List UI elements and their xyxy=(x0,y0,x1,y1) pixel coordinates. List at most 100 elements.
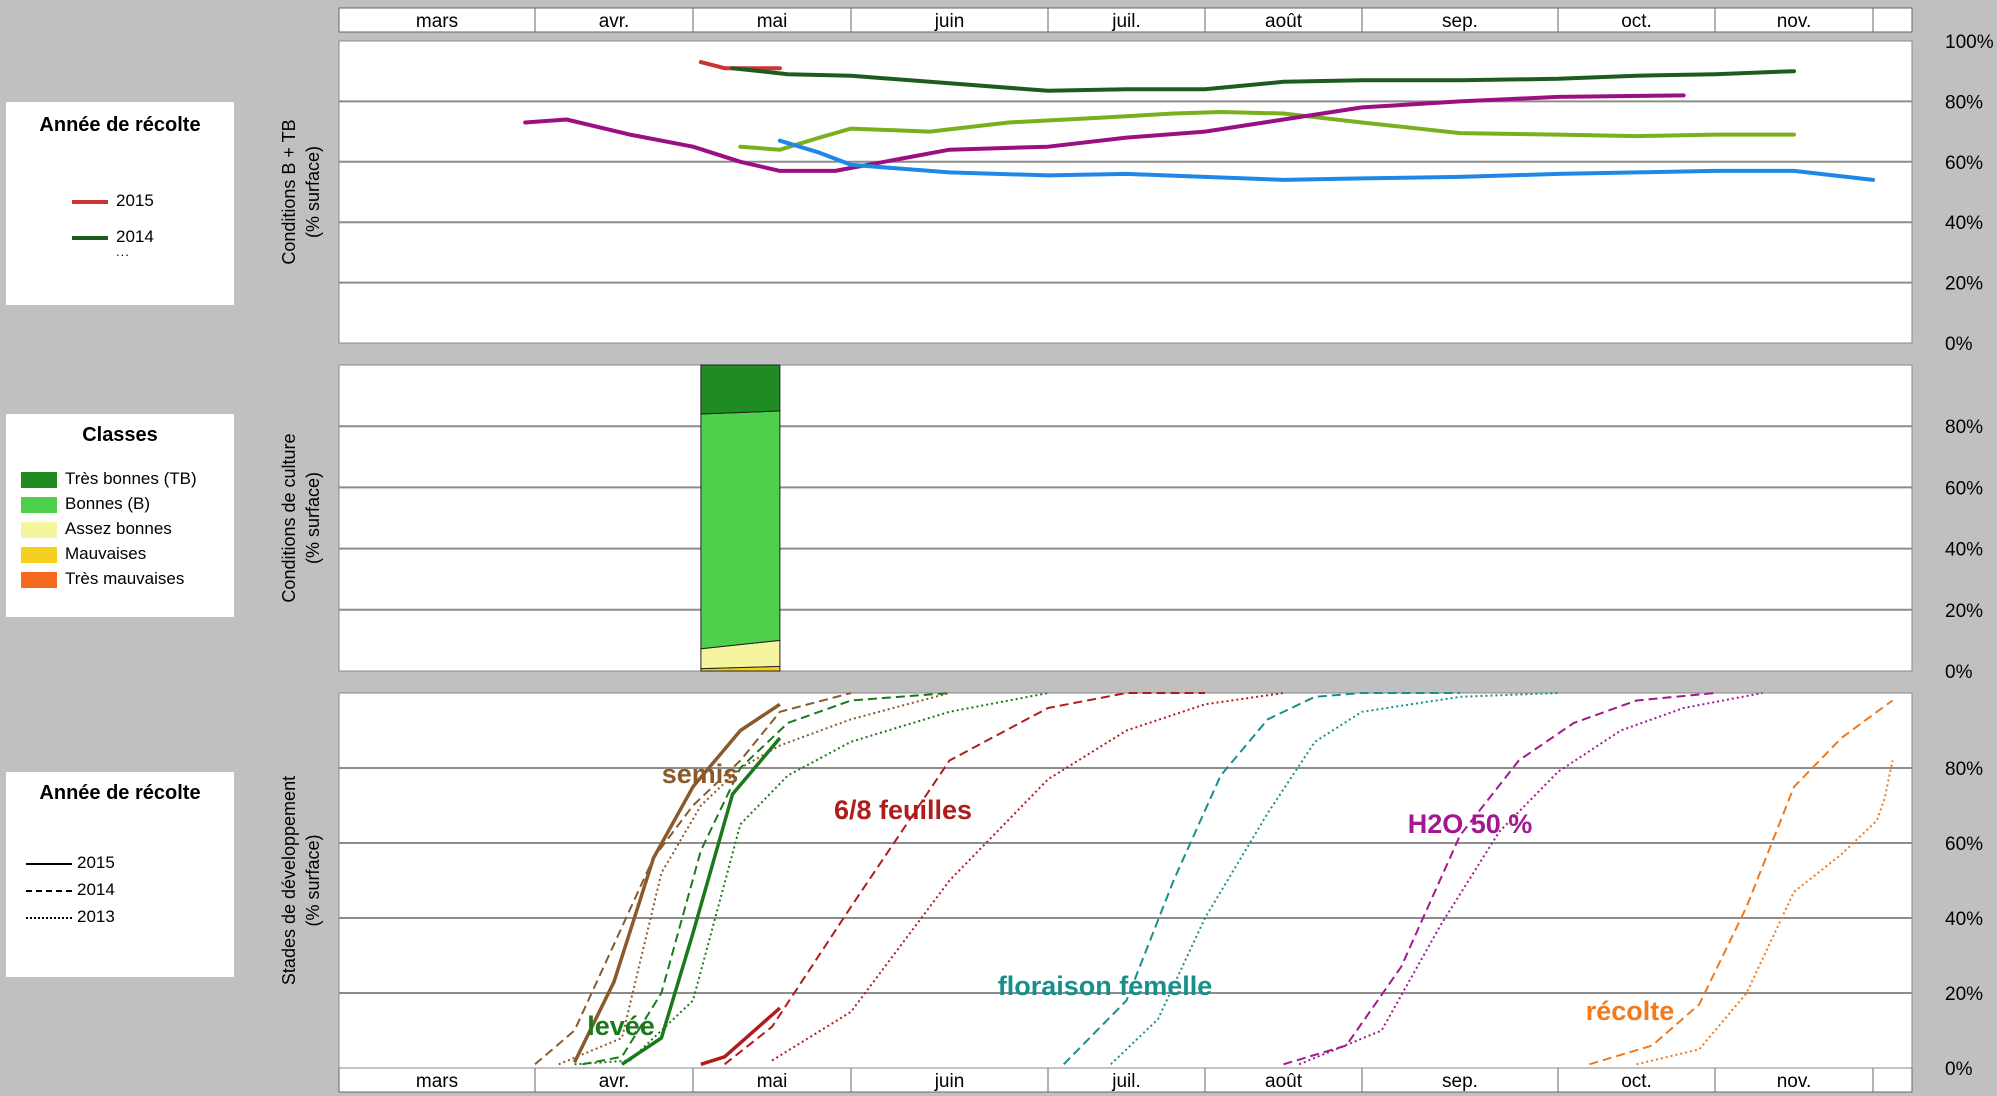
y-axis-label: Conditions de culture xyxy=(279,433,299,602)
month-footer: mars avr. mai juin juil. août sep. oct. nov. xyxy=(338,1067,1913,1093)
month-header: mars avr. mai juin juil. août sep. oct. nov. xyxy=(338,7,1913,33)
y-tick-label: 20% xyxy=(1945,274,1983,295)
legend-label-bonnes: Bonnes (B) xyxy=(65,494,151,513)
y-tick-label: 0% xyxy=(1945,1059,1973,1080)
legend-label-2014: 2014 xyxy=(77,880,115,899)
legend-label-mauvaises: Mauvaises xyxy=(65,544,147,563)
stage-line-10 xyxy=(1110,692,1559,1066)
month-label-8: nov. xyxy=(1777,1071,1812,1092)
legend-label-assez-bonnes: Assez bonnes xyxy=(65,519,172,538)
legend-label-2015: 2015 xyxy=(116,191,154,210)
y-tick-label: 60% xyxy=(1945,834,1983,855)
y-tick-label: 0% xyxy=(1945,334,1973,355)
y-tick-label: 40% xyxy=(1945,540,1983,561)
series-line-2 xyxy=(738,110,1796,152)
legend-label-tres-mauvaises: Très mauvaises xyxy=(65,569,185,588)
y-tick-label: 80% xyxy=(1945,417,1983,438)
month-label-2: mai xyxy=(757,1071,788,1092)
legend-year-top: Année de récolte 2015 2014 ... xyxy=(6,102,234,305)
stage-annotation-2: 6/8 feuilles xyxy=(834,795,972,825)
y-axis-label: (% surface) xyxy=(303,834,323,926)
series-line-1 xyxy=(730,66,1796,93)
plot-area xyxy=(338,40,1913,344)
legend-label-2014: 2014 xyxy=(116,227,154,246)
y-tick-label: 40% xyxy=(1945,909,1983,930)
month-label-0: mars xyxy=(416,11,458,32)
stage-line-6 xyxy=(700,1006,782,1066)
y-tick-label: 60% xyxy=(1945,478,1983,499)
y-axis-label: Conditions B + TB xyxy=(279,119,299,264)
plot-area xyxy=(338,692,1913,1069)
legend-ellipsis: ... xyxy=(116,244,130,259)
legend-label-2013: 2013 xyxy=(77,907,115,926)
stage-annotation-0: semis xyxy=(662,759,739,789)
y-tick-label: 80% xyxy=(1945,759,1983,780)
y-axis-label: Stades de développement xyxy=(279,776,299,985)
stage-line-9 xyxy=(1062,692,1460,1066)
panel-1: 0% 20% 40% 60% 80% 100% Conditions B + TB (% su… xyxy=(279,32,1994,355)
y-tick-label: 40% xyxy=(1945,213,1983,234)
month-label-7: oct. xyxy=(1621,11,1652,32)
series-line-4 xyxy=(777,138,1875,182)
legend-label-tres-bonnes: Très bonnes (TB) xyxy=(65,469,197,488)
stage-line-2 xyxy=(558,692,950,1066)
month-label-8: nov. xyxy=(1777,11,1812,32)
month-label-4: juil. xyxy=(1111,11,1141,32)
stage-line-5 xyxy=(574,692,1049,1066)
legend-swatch-2014 xyxy=(72,236,108,240)
panel-3: 0% 20% 40% 60% 80% Stades de développement (% … xyxy=(279,692,1983,1080)
y-tick-label: 20% xyxy=(1945,984,1983,1005)
legend-label-2015: 2015 xyxy=(77,853,115,872)
month-label-1: avr. xyxy=(599,1071,630,1092)
month-label-3: juin xyxy=(934,1071,965,1092)
stage-line-7 xyxy=(723,692,1205,1066)
stage-line-11 xyxy=(1283,692,1716,1066)
y-tick-label: 20% xyxy=(1945,601,1983,622)
panel-2: 0% 20% 40% 60% 80% Conditions de culture (% su… xyxy=(279,364,1983,683)
month-label-5: août xyxy=(1265,11,1303,32)
stage-annotation-1: levée xyxy=(587,1011,655,1041)
legend-title: Année de récolte xyxy=(39,782,201,804)
stage-line-3 xyxy=(620,736,782,1066)
series-line-3 xyxy=(523,93,1686,173)
legend-line-2013 xyxy=(26,917,72,919)
month-label-4: juil. xyxy=(1111,1071,1141,1092)
stage-line-0 xyxy=(572,702,781,1064)
stage-line-1 xyxy=(534,692,852,1066)
stage-line-13 xyxy=(1589,699,1894,1066)
month-footer-bg xyxy=(338,1067,1913,1093)
month-label-5: août xyxy=(1265,1071,1303,1092)
series-line-0 xyxy=(698,60,782,71)
y-tick-label: 80% xyxy=(1945,92,1983,113)
stage-annotation-3: floraison femelle xyxy=(998,971,1213,1001)
stage-annotation-4: H2O 50 % xyxy=(1408,809,1533,839)
legend-classes: Classes Très bonnes (TB) Bonnes (B) Asse… xyxy=(6,414,234,617)
legend-swatch-tres-mauvaises xyxy=(21,572,57,588)
stage-line-4 xyxy=(582,692,950,1066)
stage-line-14 xyxy=(1636,760,1894,1066)
stage-annotation-5: récolte xyxy=(1586,996,1675,1026)
legend-year-bottom: Année de récolte 2015 2014 2013 xyxy=(6,772,234,977)
bar-segment-3 xyxy=(700,410,781,650)
month-label-3: juin xyxy=(934,11,965,32)
legend-swatch-tres-bonnes xyxy=(21,472,57,488)
month-header-bg xyxy=(338,7,1913,33)
legend-swatch-assez-bonnes xyxy=(21,522,57,538)
month-label-0: mars xyxy=(416,1071,458,1092)
y-tick-label: 0% xyxy=(1945,662,1973,683)
y-axis-label: (% surface) xyxy=(303,472,323,564)
month-label-1: avr. xyxy=(599,11,630,32)
y-tick-label: 60% xyxy=(1945,153,1983,174)
legend-swatch-2015 xyxy=(72,200,108,204)
month-label-2: mai xyxy=(757,11,788,32)
month-label-7: oct. xyxy=(1621,1071,1652,1092)
y-axis-label: (% surface) xyxy=(303,146,323,238)
legend-swatch-bonnes xyxy=(21,497,57,513)
legend-swatch-mauvaises xyxy=(21,547,57,563)
legend-line-2015 xyxy=(26,863,72,865)
plot-area xyxy=(338,364,1913,672)
legend-title: Classes xyxy=(82,424,158,446)
legend-line-2014 xyxy=(26,890,72,892)
